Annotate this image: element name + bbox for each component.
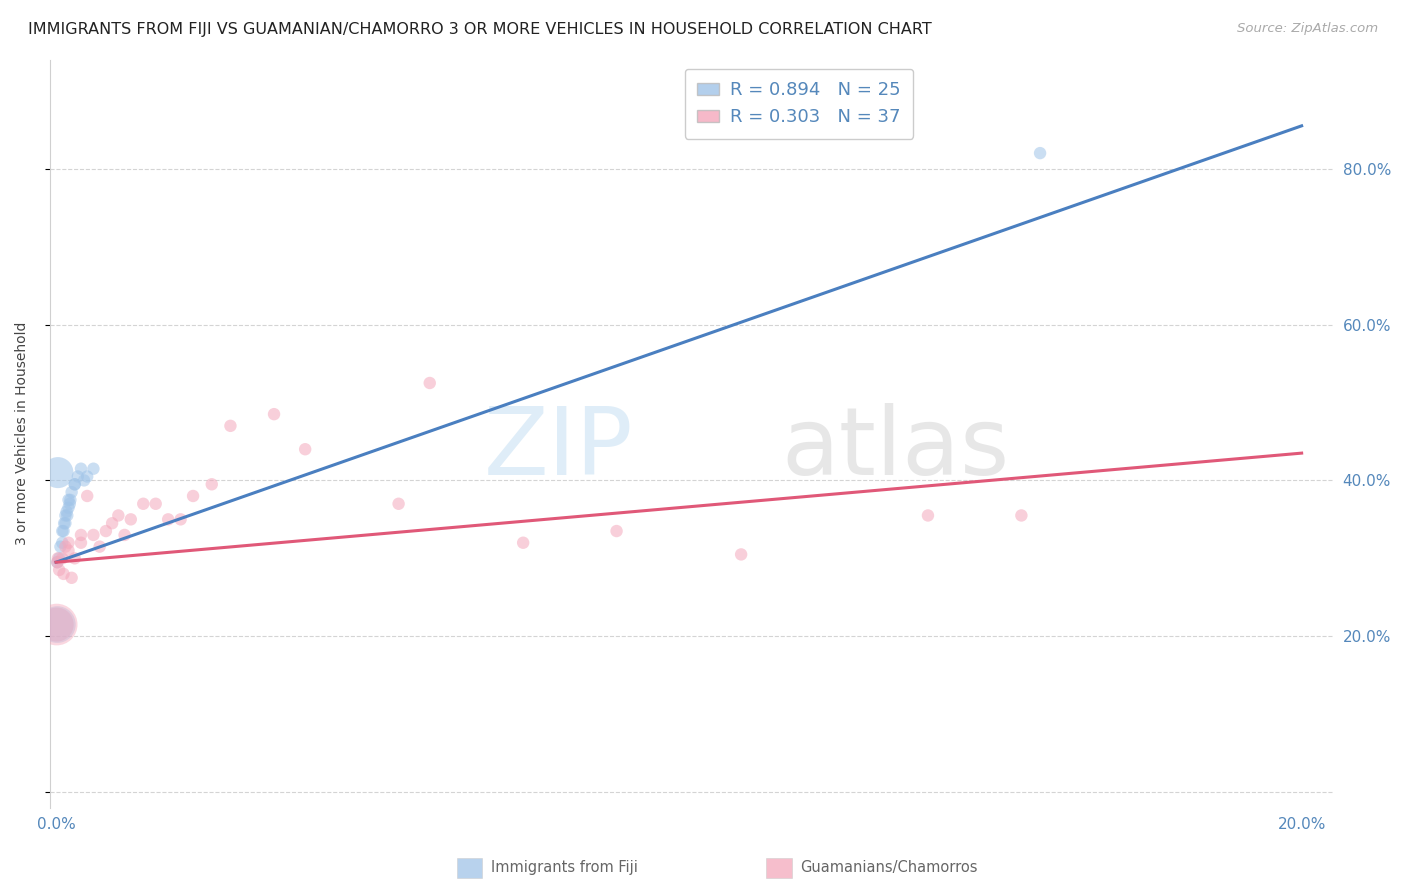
Point xyxy=(1010,508,1032,523)
Point xyxy=(56,508,79,523)
Point xyxy=(512,535,534,549)
Point xyxy=(55,516,77,531)
Point xyxy=(45,617,67,632)
Point xyxy=(82,461,104,475)
Point xyxy=(53,516,76,531)
Point xyxy=(730,548,752,562)
Point xyxy=(132,497,155,511)
Point xyxy=(89,540,111,554)
Point xyxy=(55,505,77,519)
Point xyxy=(51,535,73,549)
Point xyxy=(70,528,93,542)
Point xyxy=(58,492,80,507)
Point xyxy=(70,461,93,475)
Point xyxy=(52,524,75,538)
Point xyxy=(70,535,93,549)
Point xyxy=(51,551,73,566)
Point xyxy=(114,528,136,542)
Point xyxy=(60,571,83,585)
Point xyxy=(1029,146,1052,161)
Point xyxy=(606,524,628,538)
Text: Guamanians/Chamorros: Guamanians/Chamorros xyxy=(800,861,977,875)
Point xyxy=(917,508,939,523)
Point xyxy=(59,492,82,507)
Point xyxy=(63,477,86,491)
Point xyxy=(55,508,77,523)
Point xyxy=(58,535,80,549)
Point xyxy=(48,563,70,577)
Y-axis label: 3 or more Vehicles in Household: 3 or more Vehicles in Household xyxy=(15,322,30,545)
Point xyxy=(181,489,204,503)
Point xyxy=(73,474,96,488)
Text: ZIP: ZIP xyxy=(484,402,634,494)
Point xyxy=(46,551,69,566)
Point xyxy=(82,528,104,542)
Point xyxy=(66,469,89,483)
Point xyxy=(46,466,69,480)
Point xyxy=(48,551,70,566)
Point xyxy=(59,497,82,511)
Point xyxy=(76,469,98,483)
Point xyxy=(157,512,180,526)
Point xyxy=(58,500,80,515)
Point xyxy=(76,489,98,503)
Text: IMMIGRANTS FROM FIJI VS GUAMANIAN/CHAMORRO 3 OR MORE VEHICLES IN HOUSEHOLD CORRE: IMMIGRANTS FROM FIJI VS GUAMANIAN/CHAMOR… xyxy=(28,22,932,37)
Point xyxy=(45,617,67,632)
Text: atlas: atlas xyxy=(782,402,1010,494)
Text: Immigrants from Fiji: Immigrants from Fiji xyxy=(491,861,637,875)
Point xyxy=(52,566,75,581)
Point xyxy=(63,477,86,491)
Legend: R = 0.894   N = 25, R = 0.303   N = 37: R = 0.894 N = 25, R = 0.303 N = 37 xyxy=(685,69,914,139)
Point xyxy=(107,508,129,523)
Text: Source: ZipAtlas.com: Source: ZipAtlas.com xyxy=(1237,22,1378,36)
Point xyxy=(51,524,73,538)
Point xyxy=(94,524,117,538)
Point xyxy=(55,540,77,554)
Point xyxy=(101,516,124,531)
Point xyxy=(219,418,242,433)
Point xyxy=(169,512,191,526)
Point xyxy=(46,555,69,569)
Point xyxy=(120,512,142,526)
Point xyxy=(294,442,316,457)
Point xyxy=(46,555,69,569)
Point xyxy=(201,477,224,491)
Point xyxy=(387,497,409,511)
Point xyxy=(49,540,72,554)
Point xyxy=(145,497,167,511)
Point xyxy=(46,617,69,632)
Point xyxy=(60,485,83,500)
Point xyxy=(263,407,285,421)
Point xyxy=(58,543,80,558)
Point xyxy=(419,376,441,390)
Point xyxy=(63,551,86,566)
